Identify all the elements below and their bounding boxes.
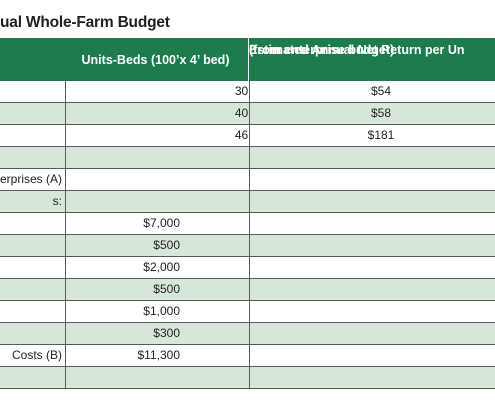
cost-cell: $11,300 [137,348,181,362]
table-row: 30 $54 [0,81,495,103]
units-cell [183,323,250,344]
table-row: $500 [0,235,495,257]
table-row: $300 [0,323,495,345]
row-label-cell [0,279,66,300]
cost-cell [66,367,183,388]
header-net-return-line1: Estimated Annual Net Return per Un [249,43,465,57]
row-label-cell [0,213,66,234]
cost-cell: $1,000 [143,304,180,318]
row-label-cell: Costs (B) [0,345,66,366]
units-value: 46 [234,128,249,142]
net-return-value: $181 [367,128,395,142]
net-return-cell [249,191,495,212]
table-row: Costs (B) $11,300 [0,345,495,367]
row-label: erprises (A) [0,172,62,186]
table-row: $500 [0,279,495,301]
units-cell: 30 [183,81,250,102]
cost-cell: $7,000 [143,216,180,230]
row-label-cell [0,367,66,388]
net-return-cell [249,147,495,168]
units-value: 40 [234,106,249,120]
units-cell: 40 [183,103,250,124]
cost-cell [66,191,183,212]
net-return-cell: $58 [249,103,495,124]
net-return-cell [249,169,495,190]
cost-cell [66,169,183,190]
row-label-cell: s: [0,191,66,212]
net-return-cell [249,279,495,300]
cost-cell [66,125,183,146]
net-return-cell [249,235,495,256]
table-row: 40 $58 [0,103,495,125]
units-cell [183,213,250,234]
units-cell [183,367,250,388]
net-return-cell [249,367,495,388]
row-label-cell [0,301,66,322]
table-row: $2,000 [0,257,495,279]
net-return-cell [249,257,495,278]
row-label-cell [0,147,66,168]
units-cell [183,301,250,322]
row-label-cell: erprises (A) [0,169,66,190]
table-row [0,147,495,169]
units-cell: 46 [183,125,250,146]
units-cell [183,147,250,168]
row-label-cell [0,81,66,102]
cost-cell: $500 [153,282,180,296]
table-row: $1,000 [0,301,495,323]
net-return-cell [249,323,495,344]
net-return-cell: $54 [249,81,495,102]
units-value: 30 [234,84,249,98]
cost-cell [66,147,183,168]
header-net-return: Estimated Annual Net Return per Un (from… [249,38,495,81]
units-cell [183,257,250,278]
cost-cell: $2,000 [143,260,180,274]
cost-cell: $500 [153,238,180,252]
row-label: s: [52,194,62,208]
units-cell [183,235,250,256]
units-cell [183,279,250,300]
net-return-cell [249,213,495,234]
cost-cell: $300 [153,326,180,340]
row-label-cell [0,125,66,146]
table-row: erprises (A) [0,169,495,191]
table-body: 30 $54 40 $58 46 $181 erprises (A) s: $7,000 $500… [0,81,495,389]
row-label-cell [0,103,66,124]
units-cell [183,169,250,190]
net-return-cell: $181 [249,125,495,146]
row-label: Costs (B) [11,348,62,362]
table-title: ual Whole-Farm Budget [0,14,170,31]
budget-table: Units-Beds (100’x 4’ bed) Estimated Annu… [0,38,495,389]
net-return-cell [249,345,495,366]
units-cell [183,191,250,212]
table-row: 46 $181 [0,125,495,147]
table-header: Units-Beds (100’x 4’ bed) Estimated Annu… [0,38,495,81]
table-row [0,367,495,389]
table-row: $7,000 [0,213,495,235]
cost-cell [66,81,183,102]
net-return-cell [249,301,495,322]
row-label-cell [0,323,66,344]
cost-cell [66,103,183,124]
row-label-cell [0,235,66,256]
net-return-value: $58 [370,106,392,120]
units-cell [183,345,250,366]
row-label-cell [0,257,66,278]
header-net-return-line2: (from enterprise budget) [249,43,395,57]
net-return-value: $54 [370,84,392,98]
header-units-beds: Units-Beds (100’x 4’ bed) [66,38,249,81]
table-row: s: [0,191,495,213]
